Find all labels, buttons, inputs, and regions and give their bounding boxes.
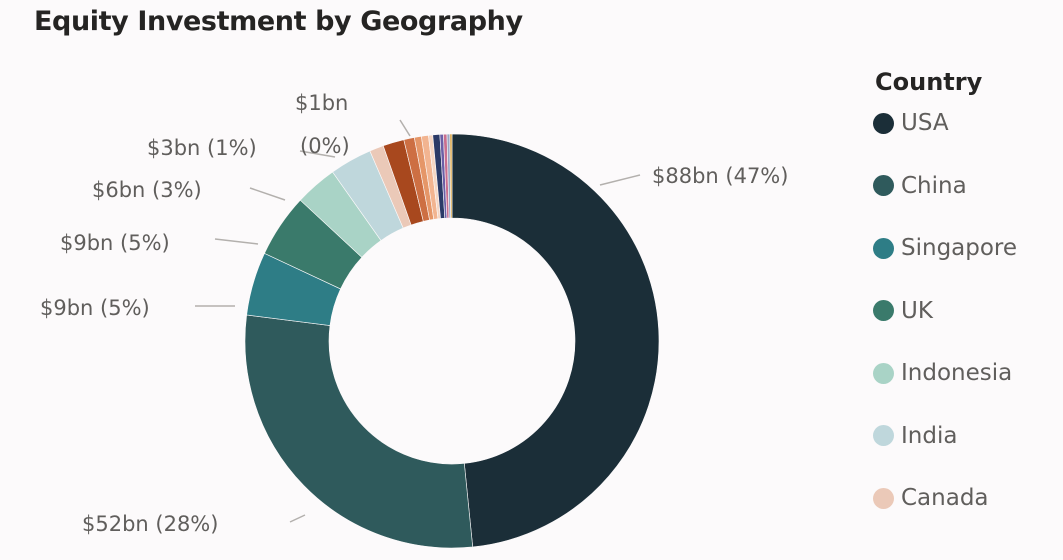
legend-item-india[interactable]: India bbox=[873, 405, 1017, 468]
leader-line bbox=[299, 150, 336, 158]
legend-marker bbox=[873, 112, 894, 134]
legend-title: Country bbox=[875, 68, 983, 96]
legend-item-singapore[interactable]: Singapore bbox=[873, 217, 1017, 280]
legend-marker bbox=[873, 300, 894, 322]
legend-item-usa[interactable]: USA bbox=[873, 92, 1017, 155]
legend-label: UK bbox=[901, 297, 933, 324]
legend-label: USA bbox=[901, 110, 949, 137]
data-label: $88bn (47%) bbox=[652, 164, 788, 188]
donut-slice-china[interactable] bbox=[244, 314, 474, 549]
legend-item-indonesia[interactable]: Indonesia bbox=[873, 342, 1017, 405]
legend-label: Indonesia bbox=[901, 360, 1013, 387]
legend-marker bbox=[873, 425, 894, 447]
chart-title: Equity Investment by Geography bbox=[34, 6, 523, 37]
legend-label: India bbox=[901, 422, 958, 449]
donut-slice[interactable] bbox=[449, 133, 453, 219]
legend-label: China bbox=[901, 172, 967, 199]
legend-marker bbox=[873, 175, 894, 197]
legend-marker bbox=[873, 237, 894, 259]
data-label: $9bn (5%) bbox=[60, 231, 170, 255]
legend: Country USA China Singapore UK Indonesia bbox=[873, 68, 1017, 552]
leader-line bbox=[599, 174, 641, 186]
legend-marker bbox=[873, 362, 894, 384]
legend-item-china[interactable]: China bbox=[873, 155, 1017, 218]
data-label: $52bn (28%) bbox=[82, 512, 218, 536]
legend-marker bbox=[873, 487, 894, 509]
leader-line bbox=[214, 238, 259, 245]
data-label: $3bn (1%) bbox=[147, 136, 257, 160]
legend-item-uk[interactable]: UK bbox=[873, 280, 1017, 343]
legend-item-canada[interactable]: Canada bbox=[873, 467, 1017, 530]
leader-line bbox=[289, 514, 306, 523]
legend-label: Canada bbox=[901, 485, 989, 512]
leader-line bbox=[249, 187, 286, 201]
legend-label: Singapore bbox=[901, 235, 1018, 262]
donut-chart: $88bn (47%) $52bn (28%) $9bn (5%) $9bn (5%)… bbox=[40, 91, 788, 549]
data-label: $6bn (3%) bbox=[92, 178, 202, 202]
donut-slice-usa[interactable] bbox=[451, 133, 660, 548]
data-label: $9bn (5%) bbox=[40, 296, 150, 320]
data-label: $1bn (0%) bbox=[295, 91, 350, 158]
leader-line bbox=[399, 119, 411, 137]
